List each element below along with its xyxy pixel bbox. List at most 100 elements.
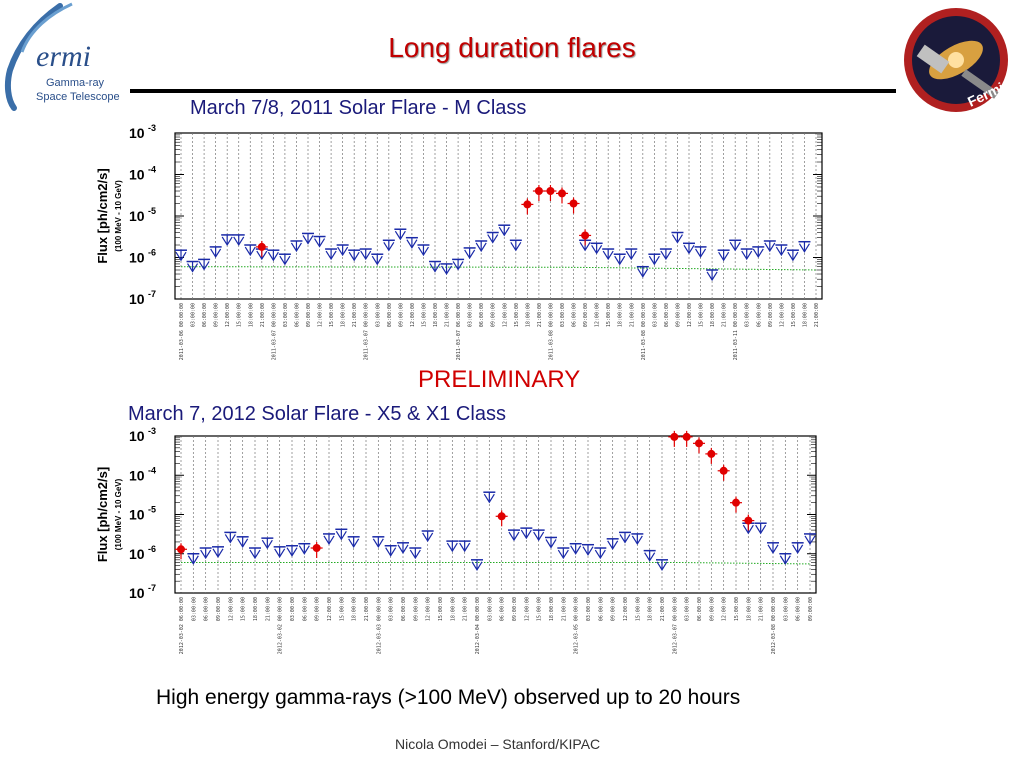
y-tick-label: 10: [129, 291, 145, 307]
detection-point: [532, 185, 545, 202]
upper-limit-marker: [273, 546, 286, 558]
x-tick-label: 06:00:00: [401, 597, 407, 621]
x-tick-label: 12:00:00: [502, 303, 508, 327]
x-tick-label: 09:00:00: [315, 597, 321, 621]
detection-point: [742, 514, 755, 531]
upper-limit-marker: [313, 235, 326, 248]
y-tick-exponent: -3: [148, 426, 156, 436]
upper-limit-marker: [671, 231, 684, 244]
upper-limit-marker: [463, 247, 476, 260]
x-tick-label: 18:00:00: [253, 597, 259, 621]
x-tick-label: 06:00:00: [294, 303, 300, 327]
upper-limit-marker: [458, 540, 471, 553]
detection-point: [705, 447, 718, 464]
upper-limit-marker: [590, 242, 603, 255]
upper-limit-marker: [302, 232, 314, 245]
upper-limit-marker: [613, 253, 626, 266]
x-tick-label: 18:00:00: [746, 597, 752, 621]
upper-limit-marker: [471, 559, 483, 571]
x-tick-label: 15:00:00: [237, 303, 243, 327]
x-tick-label: 21:00:00: [463, 597, 469, 621]
x-tick-label: 18:00:00: [525, 303, 531, 327]
x-tick-label: 09:00:00: [214, 303, 220, 327]
upper-limit-marker: [298, 542, 311, 555]
x-tick-label: 15:00:00: [734, 597, 740, 621]
detection-point: [255, 240, 268, 257]
upper-limit-marker: [371, 253, 384, 266]
detection-point: [693, 437, 705, 454]
upper-limit-marker: [763, 240, 776, 253]
upper-limit-marker: [569, 542, 582, 555]
upper-limit-marker: [417, 244, 430, 257]
y-tick-label: 10: [129, 428, 145, 444]
upper-limit-marker: [636, 265, 649, 278]
x-tick-label: 09:00:00: [611, 597, 617, 621]
upper-limit-marker: [249, 547, 261, 560]
upper-limit-marker: [754, 522, 767, 535]
x-tick-label: 03:00:00: [560, 303, 566, 327]
y-tick-label: 10: [129, 125, 145, 141]
y-axis-subtitle: (100 MeV - 10 GeV): [114, 478, 123, 550]
x-tick-label: 21:00:00: [265, 597, 271, 621]
upper-limit-marker: [619, 531, 631, 544]
x-tick-label: 21:00:00: [629, 303, 635, 327]
x-tick-label: 2012-03-08 00:00:00: [771, 597, 777, 654]
x-tick-label: 18:00:00: [248, 303, 254, 327]
upper-limit-marker: [606, 538, 619, 550]
x-tick-label: 21:00:00: [561, 597, 567, 621]
y-tick-label: 10: [129, 546, 145, 562]
y-tick-label: 10: [129, 467, 145, 483]
x-tick-label: 18:00:00: [450, 597, 456, 621]
x-tick-label: 21:00:00: [260, 303, 266, 327]
x-tick-label: 09:00:00: [216, 597, 222, 621]
svg-text:Space Telescope: Space Telescope: [36, 91, 120, 103]
x-tick-label: 03:00:00: [191, 597, 197, 621]
detection-point: [717, 464, 730, 481]
x-tick-label: 18:00:00: [352, 597, 358, 621]
svg-text:ermi: ermi: [36, 40, 91, 73]
x-tick-label: 2012-03-04 00:00:00: [475, 597, 481, 654]
upper-limit-marker: [348, 249, 361, 262]
upper-limit-marker: [602, 248, 615, 261]
upper-limit-marker: [545, 536, 557, 549]
y-tick-exponent: -4: [148, 465, 156, 475]
x-tick-label: 18:00:00: [433, 303, 439, 327]
upper-limit-marker: [224, 531, 237, 544]
detection-point: [175, 543, 187, 560]
upper-limit-marker: [290, 240, 303, 253]
slide-title: Long duration flares: [388, 32, 636, 63]
x-tick-label: 12:00:00: [687, 303, 693, 327]
x-tick-label: 15:00:00: [699, 303, 705, 327]
x-tick-label: 12:00:00: [623, 597, 629, 621]
x-tick-label: 15:00:00: [635, 597, 641, 621]
y-tick-exponent: -5: [148, 505, 156, 515]
x-tick-label: 15:00:00: [791, 303, 797, 327]
upper-limit-marker: [323, 533, 335, 546]
upper-limit-marker: [221, 234, 234, 247]
x-tick-label: 06:00:00: [796, 597, 802, 621]
upper-limit-marker: [767, 542, 779, 554]
upper-limit-marker: [409, 547, 422, 560]
x-tick-label: 12:00:00: [722, 597, 728, 621]
upper-limit-marker: [452, 258, 465, 271]
y-tick-exponent: -7: [148, 583, 156, 593]
x-tick-label: 18:00:00: [710, 303, 716, 327]
x-tick-label: 21:00:00: [759, 597, 765, 621]
x-tick-label: 21:00:00: [352, 303, 358, 327]
threshold-line: [180, 266, 817, 271]
x-tick-label: 06:00:00: [479, 303, 485, 327]
x-tick-label: 2012-03-05 00:00:00: [574, 597, 580, 654]
upper-limit-marker: [648, 253, 661, 266]
upper-limit-marker: [175, 249, 187, 262]
x-tick-label: 06:00:00: [500, 597, 506, 621]
upper-limit-marker: [625, 248, 638, 261]
x-tick-label: 09:00:00: [768, 303, 774, 327]
y-tick-exponent: -4: [148, 165, 156, 175]
upper-limit-marker: [244, 244, 257, 257]
x-tick-label: 09:00:00: [491, 303, 497, 327]
x-tick-label: 03:00:00: [652, 303, 658, 327]
x-tick-label: 12:00:00: [595, 303, 601, 327]
x-tick-label: 15:00:00: [339, 597, 345, 621]
detection-point: [495, 510, 508, 527]
x-tick-label: 06:00:00: [598, 597, 604, 621]
